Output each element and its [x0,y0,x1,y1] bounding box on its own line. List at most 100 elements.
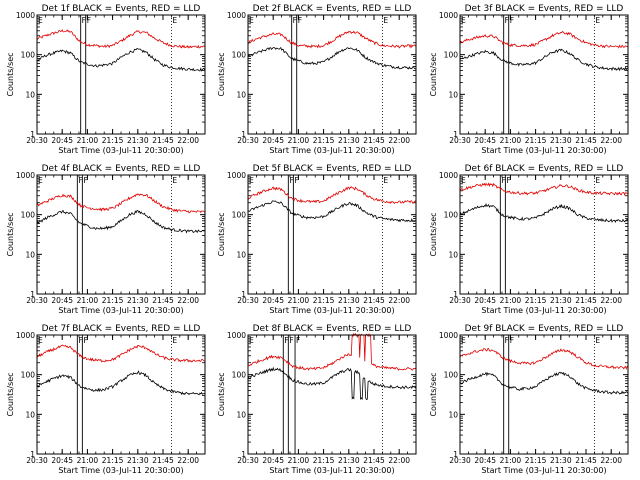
x-tick-label: 21:15 [313,296,335,305]
panel-title: Det 1f BLACK = Events, RED = LLD [42,4,201,14]
interval-marker-label: F [83,176,87,185]
panel-title: Det 4f BLACK = Events, RED = LLD [42,164,201,174]
x-tick-label: 21:00 [288,456,310,465]
panel-det-9: Det 9f BLACK = Events, RED = LLD Start Ti… [429,324,629,475]
x-tick-label: 22:00 [177,456,199,465]
panel-det-1: Det 1f BLACK = Events, RED = LLD Start Ti… [6,4,206,155]
panel-title: Det 5f BLACK = Events, RED = LLD [253,164,412,174]
x-tick-label: 21:30 [127,136,149,145]
x-tick-label: 21:45 [363,296,385,305]
x-tick-label: 21:00 [77,456,99,465]
y-axis-label: Counts/sec [429,372,438,416]
x-tick-label: 21:00 [77,296,99,305]
plot-frame [459,14,629,135]
panel-title: Det 8f BLACK = Events, RED = LLD [253,324,412,334]
x-tick-label: 21:45 [152,456,174,465]
plot-frame [36,14,206,135]
interval-marker-label: E [595,336,600,345]
series-line-red [247,30,417,49]
x-tick-label: 21:00 [288,296,310,305]
panel-title: Det 3f BLACK = Events, RED = LLD [465,4,624,14]
y-axis-label: Counts/sec [429,52,438,96]
x-tick-label: 22:00 [388,136,410,145]
interval-marker-label: E [172,336,177,345]
x-tick-label: 21:30 [550,456,572,465]
y-tick-label: 100 [21,371,36,380]
interval-marker-label: F [289,176,293,185]
x-tick-label: 20:45 [262,136,284,145]
y-tick-label: 1 [241,450,246,459]
y-tick-label: 100 [21,211,36,220]
x-tick-label: 22:00 [600,136,622,145]
x-tick-label: 21:15 [313,136,335,145]
y-tick-label: 1000 [16,331,35,340]
x-tick-label: 21:15 [525,456,547,465]
x-tick-label: 21:30 [338,456,360,465]
panel-det-8: Det 8f BLACK = Events, RED = LLD Start Ti… [217,324,417,475]
x-tick-label: 21:15 [102,456,124,465]
plot-frame [247,334,417,455]
plot-frame [247,14,417,135]
x-axis-label: Start Time (03-Jul-11 20:30:00) [481,306,606,315]
interval-marker-label: F [505,16,509,25]
interval-marker-label: F [506,176,510,185]
series-line-red [36,344,205,363]
interval-marker-label: E [461,16,466,25]
x-tick-label: 20:45 [51,296,73,305]
x-tick-label: 20:30 [449,136,471,145]
interval-marker-label: F [505,336,509,345]
y-tick-label: 1000 [16,11,35,20]
x-tick-label: 20:30 [237,456,259,465]
y-tick-label: 1 [30,450,35,459]
panel-det-4: Det 4f BLACK = Events, RED = LLD Start Ti… [6,164,206,315]
plot-frame [459,174,629,295]
y-tick-label: 1 [241,130,246,139]
x-tick-label: 21:45 [575,136,597,145]
y-tick-label: 10 [25,250,35,259]
interval-marker-label: F [298,16,302,25]
interval-marker-label: E [249,176,254,185]
interval-marker-label: E [383,16,388,25]
x-tick-label: 21:45 [152,136,174,145]
y-tick-label: 1 [453,450,458,459]
x-tick-label: 20:30 [237,136,259,145]
x-tick-label: 22:00 [177,296,199,305]
panel-title: Det 2f BLACK = Events, RED = LLD [253,4,412,14]
y-tick-label: 1000 [16,171,35,180]
y-axis-label: Counts/sec [6,52,15,96]
y-tick-label: 1000 [439,331,458,340]
panel-det-2: Det 2f BLACK = Events, RED = LLD Start Ti… [217,4,417,155]
series-line-red [459,348,629,370]
interval-marker-label: E [38,16,43,25]
panel-det-7: Det 7f BLACK = Events, RED = LLD Start Ti… [6,324,206,475]
x-axis-label: Start Time (03-Jul-11 20:30:00) [58,466,183,475]
interval-marker-label: F [83,336,87,345]
y-tick-label: 10 [25,90,35,99]
y-tick-label: 10 [448,250,458,259]
y-tick-label: 10 [236,410,246,419]
panel-title: Det 6f BLACK = Events, RED = LLD [465,164,624,174]
interval-marker-label: F [510,336,514,345]
plot-frame [36,174,206,295]
y-tick-label: 1 [30,290,35,299]
x-tick-label: 21:45 [152,296,174,305]
x-tick-label: 21:15 [525,136,547,145]
x-tick-label: 21:30 [338,136,360,145]
y-axis-label: Counts/sec [429,212,438,256]
series-line-black [247,366,417,401]
x-tick-label: 21:15 [525,296,547,305]
y-tick-label: 1000 [227,331,246,340]
y-tick-label: 1000 [439,171,458,180]
y-tick-label: 100 [444,211,459,220]
interval-marker-label: E [595,16,600,25]
panel-title: Det 7f BLACK = Events, RED = LLD [42,324,201,334]
interval-marker-label: F [293,16,297,25]
y-tick-label: 100 [232,371,247,380]
x-tick-label: 20:30 [237,296,259,305]
x-axis-label: Start Time (03-Jul-11 20:30:00) [269,306,394,315]
interval-marker-label: F [296,336,300,345]
y-tick-label: 10 [236,250,246,259]
interval-marker-label: E [383,176,388,185]
y-tick-label: 100 [444,51,459,60]
